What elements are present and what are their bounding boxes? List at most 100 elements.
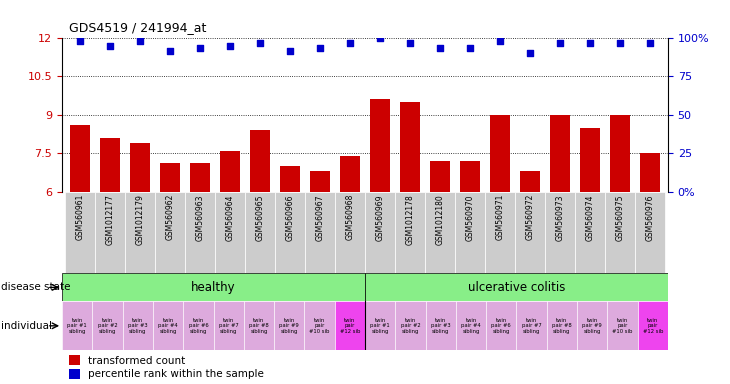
Point <box>284 48 296 54</box>
Bar <box>396 301 426 350</box>
Bar <box>153 301 183 350</box>
Bar <box>491 115 510 192</box>
Point <box>494 38 506 44</box>
Bar <box>100 138 120 192</box>
Text: GSM1012179: GSM1012179 <box>136 194 145 245</box>
Point <box>464 45 476 51</box>
Bar <box>130 143 150 192</box>
Text: twin
pair #7
sibling: twin pair #7 sibling <box>219 318 239 334</box>
Text: GDS4519 / 241994_at: GDS4519 / 241994_at <box>69 21 207 34</box>
Bar <box>305 192 335 273</box>
Text: twin
pair #9
sibling: twin pair #9 sibling <box>280 318 299 334</box>
Text: GSM560972: GSM560972 <box>526 194 534 240</box>
Bar <box>640 153 660 192</box>
Bar <box>370 99 390 192</box>
Bar <box>460 161 480 192</box>
Text: twin
pair #6
sibling: twin pair #6 sibling <box>491 318 511 334</box>
Point <box>374 35 386 41</box>
Bar <box>123 301 153 350</box>
Text: GSM560967: GSM560967 <box>315 194 325 240</box>
Point <box>194 45 206 51</box>
Text: twin
pair #2
sibling: twin pair #2 sibling <box>98 318 118 334</box>
Bar <box>638 301 668 350</box>
Bar <box>335 301 365 350</box>
Text: twin
pair #3
sibling: twin pair #3 sibling <box>128 318 147 334</box>
Text: twin
pair #4
sibling: twin pair #4 sibling <box>158 318 178 334</box>
Bar <box>517 301 547 350</box>
Text: GSM560970: GSM560970 <box>466 194 474 240</box>
Bar <box>155 192 185 273</box>
Point <box>314 45 326 51</box>
Bar <box>635 192 665 273</box>
Text: GSM560974: GSM560974 <box>585 194 594 240</box>
Bar <box>455 192 485 273</box>
Bar <box>275 192 305 273</box>
Text: twin
pair #1
sibling: twin pair #1 sibling <box>67 318 87 334</box>
Point <box>74 38 86 44</box>
Text: GSM560966: GSM560966 <box>285 194 294 240</box>
Bar <box>515 192 545 273</box>
Bar <box>365 301 396 350</box>
Text: GSM560973: GSM560973 <box>556 194 564 240</box>
Text: twin
pair #8
sibling: twin pair #8 sibling <box>552 318 572 334</box>
Text: twin
pair #3
sibling: twin pair #3 sibling <box>431 318 450 334</box>
Point <box>164 48 176 54</box>
Bar <box>185 192 215 273</box>
Text: twin
pair
#12 sib: twin pair #12 sib <box>339 318 360 334</box>
Text: GSM560976: GSM560976 <box>645 194 655 240</box>
Bar <box>425 192 455 273</box>
Text: twin
pair #6
sibling: twin pair #6 sibling <box>188 318 208 334</box>
Text: twin
pair #2
sibling: twin pair #2 sibling <box>401 318 420 334</box>
Bar <box>65 192 95 273</box>
Text: GSM560963: GSM560963 <box>196 194 204 240</box>
Text: twin
pair
#12 sib: twin pair #12 sib <box>642 318 663 334</box>
Bar <box>93 301 123 350</box>
Bar <box>577 301 607 350</box>
Text: GSM1012178: GSM1012178 <box>405 194 415 245</box>
Bar <box>161 164 180 192</box>
Point <box>344 40 356 46</box>
Point <box>554 40 566 46</box>
Bar <box>310 171 330 192</box>
Text: GSM1012180: GSM1012180 <box>436 194 445 245</box>
Bar <box>69 369 80 379</box>
Text: GSM560965: GSM560965 <box>255 194 264 240</box>
Text: GSM560961: GSM560961 <box>75 194 85 240</box>
Text: twin
pair #4
sibling: twin pair #4 sibling <box>461 318 481 334</box>
Point <box>104 43 116 49</box>
Bar <box>215 192 245 273</box>
Bar <box>280 166 300 192</box>
Bar <box>520 171 539 192</box>
Bar <box>605 192 635 273</box>
Bar <box>456 301 486 350</box>
Text: GSM560969: GSM560969 <box>375 194 385 240</box>
Point <box>614 40 626 46</box>
Text: GSM560962: GSM560962 <box>166 194 174 240</box>
Text: GSM560971: GSM560971 <box>496 194 504 240</box>
Bar <box>607 301 638 350</box>
Bar <box>545 192 575 273</box>
Point <box>524 50 536 56</box>
Bar <box>340 156 360 192</box>
Bar <box>550 115 569 192</box>
Bar <box>69 354 80 365</box>
Bar <box>95 192 125 273</box>
Bar <box>547 301 577 350</box>
Text: GSM1012177: GSM1012177 <box>106 194 115 245</box>
Bar <box>426 301 456 350</box>
Bar <box>580 127 600 192</box>
Bar <box>365 192 395 273</box>
Text: twin
pair #9
sibling: twin pair #9 sibling <box>583 318 602 334</box>
Point <box>224 43 236 49</box>
Text: GSM560968: GSM560968 <box>345 194 355 240</box>
Text: twin
pair
#10 sib: twin pair #10 sib <box>310 318 330 334</box>
Text: percentile rank within the sample: percentile rank within the sample <box>88 369 264 379</box>
Point <box>404 40 416 46</box>
Bar <box>62 273 365 301</box>
Bar <box>274 301 304 350</box>
Bar <box>575 192 605 273</box>
Bar <box>70 125 90 192</box>
Bar <box>250 130 270 192</box>
Text: GSM560975: GSM560975 <box>615 194 624 240</box>
Point <box>254 40 266 46</box>
